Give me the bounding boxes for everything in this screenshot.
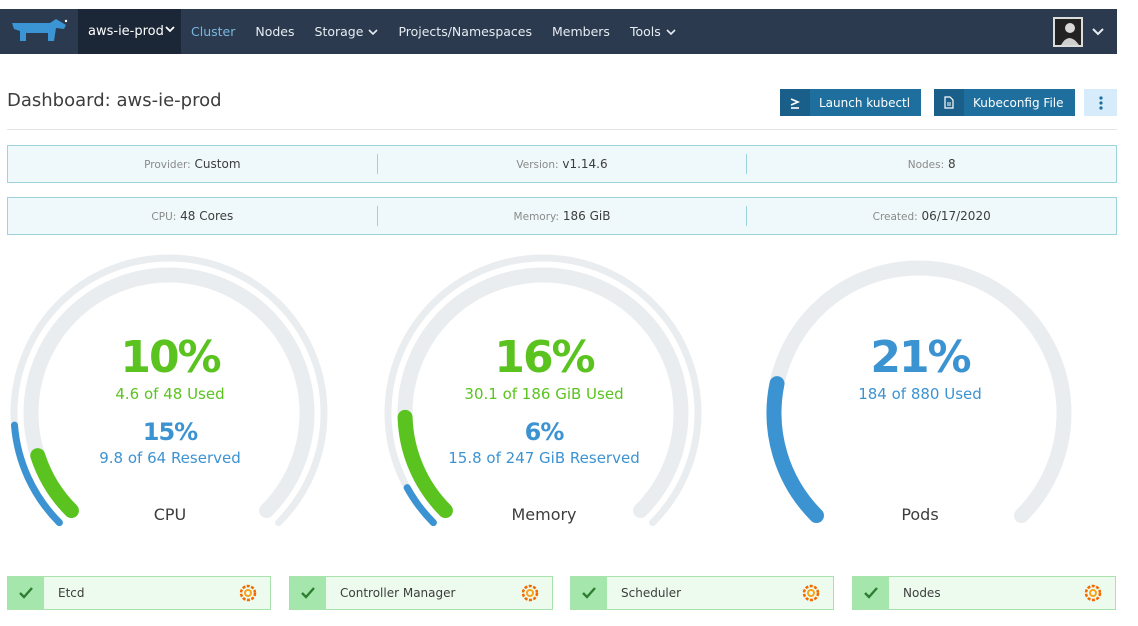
cluster-name: aws-ie-prod	[88, 24, 164, 39]
grafana-icon[interactable]	[520, 583, 540, 603]
capacity-info-row: CPU: 48 Cores Memory: 186 GiB Created: 0…	[7, 197, 1117, 235]
nav-item-projects-namespaces[interactable]: Projects/Namespaces	[398, 24, 532, 39]
memory-used-percent: 16%	[494, 332, 595, 383]
kubeconfig-file-button[interactable]: Kubeconfig File	[934, 89, 1075, 116]
cpu-used-text: 4.6 of 48 Used	[115, 385, 225, 403]
component-status-nodes: Nodes	[852, 576, 1116, 610]
reserved-track	[10, 254, 328, 527]
nav-item-cluster[interactable]: Cluster	[191, 24, 236, 39]
memory-used-text: 30.1 of 186 GiB Used	[464, 385, 624, 403]
used-arc	[766, 376, 824, 524]
chevron-down-icon	[165, 26, 175, 33]
memory-reserved-percent: 6%	[524, 418, 565, 446]
used-arc	[397, 409, 453, 519]
nav-item-nodes[interactable]: Nodes	[255, 24, 295, 39]
pods-used-percent: 21%	[870, 332, 971, 383]
chevron-down-icon	[368, 28, 379, 35]
chevron-down-icon	[666, 28, 676, 35]
cluster-selector[interactable]: aws-ie-prod	[78, 9, 181, 54]
component-name: Etcd	[58, 586, 85, 600]
file-icon	[934, 89, 964, 116]
cpu-gauge: 10% 4.6 of 48 Used 15% 9.8 of 64 Reserve…	[0, 250, 340, 540]
component-status-etcd: Etcd	[7, 576, 271, 610]
cpu-gauge-title: CPU	[153, 505, 187, 524]
cpu-gauge-arcs	[10, 254, 328, 527]
reserved-arc	[403, 484, 437, 527]
check-icon	[290, 577, 326, 609]
terminal-icon	[780, 89, 810, 116]
memory-gauge-arcs	[384, 254, 702, 527]
provider-info: Provider: Custom	[144, 157, 241, 171]
check-icon	[853, 577, 889, 609]
component-status-controller-manager: Controller Manager	[289, 576, 553, 610]
memory-reserved-text: 15.8 of 247 GiB Reserved	[448, 449, 640, 467]
launch-kubectl-button[interactable]: Launch kubectl	[780, 89, 921, 116]
grafana-icon[interactable]	[238, 583, 258, 603]
memory-info: Memory: 186 GiB	[513, 209, 611, 223]
user-avatar[interactable]	[1053, 16, 1083, 47]
cpu-reserved-text: 9.8 of 64 Reserved	[99, 449, 241, 467]
check-icon	[8, 577, 44, 609]
component-name: Controller Manager	[340, 586, 456, 600]
reserved-arc	[10, 421, 63, 527]
pods-used-text: 184 of 880 Used	[858, 385, 982, 403]
check-icon	[571, 577, 607, 609]
cluster-info-row: Provider: Custom Version: v1.14.6 Nodes:…	[7, 145, 1117, 183]
created-info: Created: 06/17/2020	[872, 209, 991, 223]
vertical-dots-icon	[1098, 95, 1103, 110]
memory-gauge-title: Memory	[511, 505, 577, 524]
grafana-icon[interactable]	[1083, 583, 1103, 603]
pods-gauge-title: Pods	[901, 505, 939, 524]
pods-gauge-arcs	[766, 260, 1072, 524]
top-nav: aws-ie-prod Cluster Nodes Storage Projec…	[0, 9, 1117, 54]
user-menu-chevron-icon[interactable]	[1091, 27, 1105, 37]
version-info: Version: v1.14.6	[516, 157, 608, 171]
cpu-info: CPU: 48 Cores	[151, 209, 234, 223]
cpu-used-percent: 10%	[120, 332, 221, 383]
nav-item-members[interactable]: Members	[552, 24, 610, 39]
used-track	[23, 267, 315, 519]
used-arc	[30, 448, 79, 519]
more-actions-button[interactable]	[1084, 89, 1117, 116]
nodes-info: Nodes: 8	[907, 157, 956, 171]
page-title: Dashboard: aws-ie-prod	[7, 90, 222, 111]
component-name: Scheduler	[621, 586, 682, 600]
pods-gauge: 21% 184 of 880 Used Pods	[750, 250, 1090, 540]
cpu-reserved-percent: 15%	[142, 418, 198, 446]
nav-item-tools[interactable]: Tools	[620, 9, 686, 54]
header-divider	[7, 129, 1117, 130]
nav-item-storage[interactable]: Storage	[305, 9, 389, 54]
memory-gauge: 16% 30.1 of 186 GiB Used 6% 15.8 of 247 …	[374, 250, 714, 540]
component-name: Nodes	[903, 586, 941, 600]
reserved-track	[384, 254, 702, 527]
grafana-icon[interactable]	[801, 583, 821, 603]
component-status-scheduler: Scheduler	[570, 576, 834, 610]
rancher-logo[interactable]	[0, 9, 78, 54]
